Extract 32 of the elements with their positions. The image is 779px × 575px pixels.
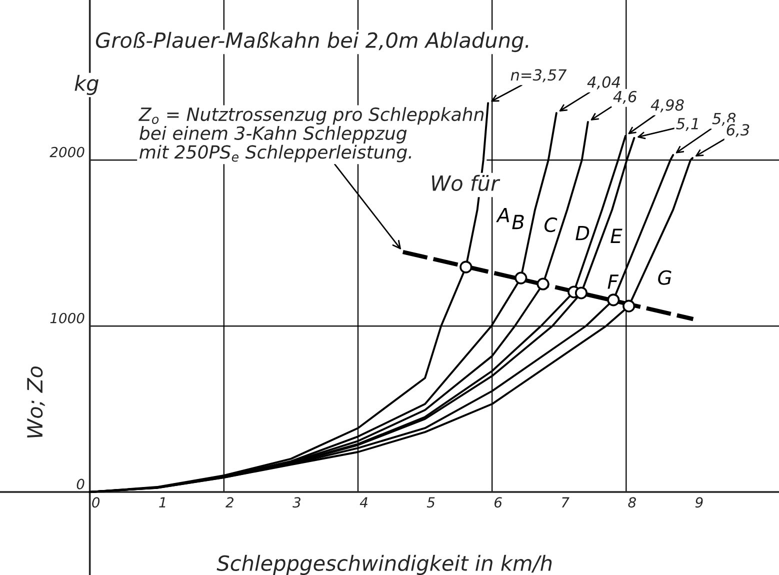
series-label: B [512,214,524,230]
x-tick-label: 5 [426,497,435,508]
x-tick-label: 9 [695,497,703,508]
annotation: kg [74,74,98,96]
x-tick-label: 2 [226,497,234,508]
y-tick-label: 1000 [50,312,84,324]
y-tick-label: 0 [76,478,84,490]
text: Groß-Plauer-Maßkahn bei 2,0m Abladung. [96,32,528,52]
x-tick-label: 1 [159,497,166,508]
y-tick-label: 2000 [50,146,84,158]
annotation: Wo für [432,174,500,192]
series-label: F [608,274,619,289]
x-tick-label: 3 [292,497,300,508]
x-tick-label: 7 [562,497,570,508]
x-tick-label: 4 [360,497,368,508]
series-label: D [576,226,590,240]
series-label: C [544,217,558,232]
x-tick-label: 8 [628,497,636,508]
x-tick-label: 0 [92,497,100,508]
x-tick-label: 6 [494,497,502,508]
annotation: Z$_{o}$ = Nutztrossenzug pro Schleppkahn bei einem 3-Kahn Schleppzug mit 250PS$_{e}$ Schlepperleistung. [138,107,484,162]
annotation: 4,04 [587,76,620,90]
annotation: 5,1 [676,118,698,131]
series-label: A [496,208,510,222]
x-axis-title: Schleppgeschwindigkeit in km/h [216,554,552,575]
series-label: G [658,270,672,285]
annotation: 4,6 [613,90,637,104]
series-label: E [610,228,622,243]
annotation: 6,3 [726,124,750,138]
y-axis-title: Wo; Zo [27,366,45,438]
annotation: n=3,57 [510,69,567,82]
annotation: 4,98 [650,99,684,112]
